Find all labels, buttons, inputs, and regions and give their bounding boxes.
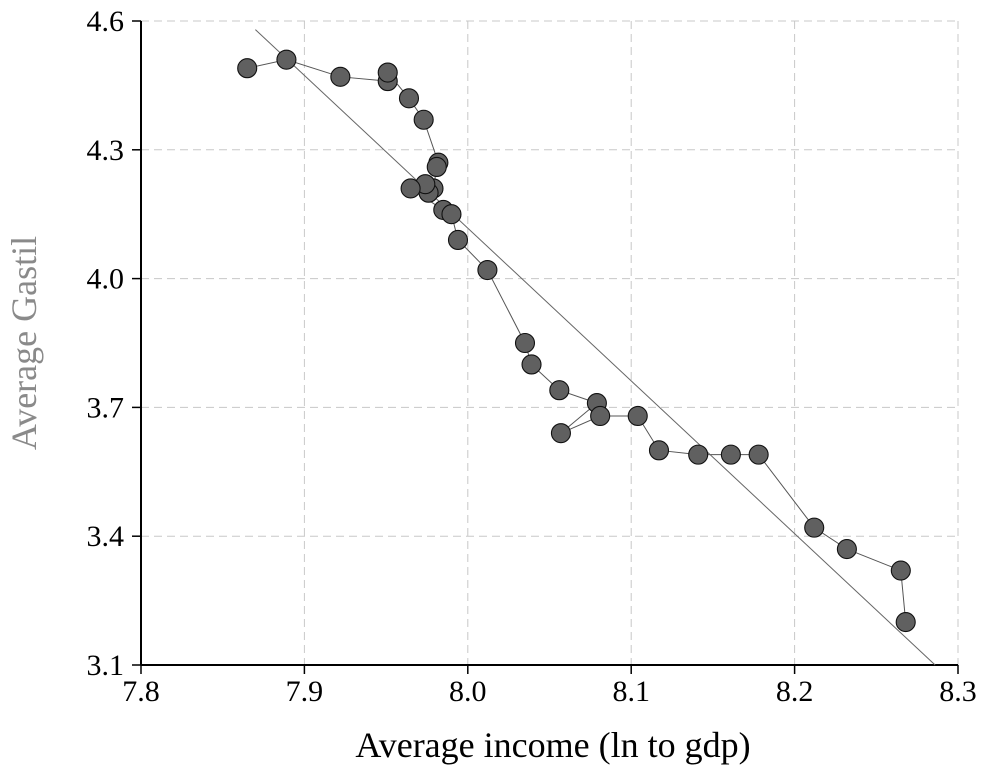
data-point — [514, 332, 536, 354]
y-tick-label: 4.6 — [87, 5, 125, 38]
data-point — [590, 405, 611, 427]
y-tick-label: 3.1 — [87, 649, 125, 682]
series-line-layer — [247, 59, 907, 623]
data-point — [276, 49, 297, 70]
data-point — [890, 560, 911, 581]
data-point — [549, 380, 570, 401]
axes-layer — [132, 20, 959, 674]
y-tick-label: 3.4 — [87, 520, 125, 553]
trend-line — [255, 29, 936, 666]
data-point — [447, 229, 469, 251]
data-point — [748, 444, 769, 465]
x-tick-label: 8.1 — [612, 675, 650, 708]
x-tick-label: 7.9 — [286, 675, 324, 708]
data-point — [804, 517, 825, 538]
data-points-layer — [237, 49, 916, 633]
y-tick-label: 3.7 — [87, 391, 125, 424]
data-point — [550, 423, 571, 444]
y-tick-label: 4.0 — [87, 263, 125, 296]
data-point — [398, 88, 420, 109]
data-point — [895, 612, 916, 633]
connected-path-line — [247, 59, 907, 623]
data-point — [720, 444, 741, 465]
data-point — [413, 109, 434, 130]
data-point — [627, 405, 648, 427]
data-point — [477, 259, 498, 281]
data-point — [521, 354, 542, 375]
data-point — [330, 66, 351, 87]
tick-label-layer: 7.8 7.9 8.0 8.1 8.2 8.3 3.1 3.4 3.7 4.0 4.3 4.6 — [87, 5, 977, 708]
grid-layer — [140, 20, 959, 666]
data-point — [441, 204, 462, 225]
x-tick-label: 8.3 — [939, 675, 977, 708]
x-axis-title: Average income (ln to gdp) — [355, 725, 750, 765]
data-point — [688, 444, 709, 465]
trend-line-layer — [255, 29, 936, 666]
data-point — [648, 440, 670, 461]
data-point — [426, 156, 447, 178]
x-tick-label: 7.8 — [122, 675, 160, 708]
data-point — [237, 58, 258, 79]
data-point — [377, 62, 398, 83]
x-tick-label: 8.0 — [449, 675, 487, 708]
y-tick-label: 4.3 — [87, 134, 125, 167]
y-axis-title: Average Gastil — [4, 236, 44, 450]
data-point — [400, 178, 421, 199]
data-point — [836, 539, 857, 560]
x-tick-label: 8.2 — [776, 675, 814, 708]
